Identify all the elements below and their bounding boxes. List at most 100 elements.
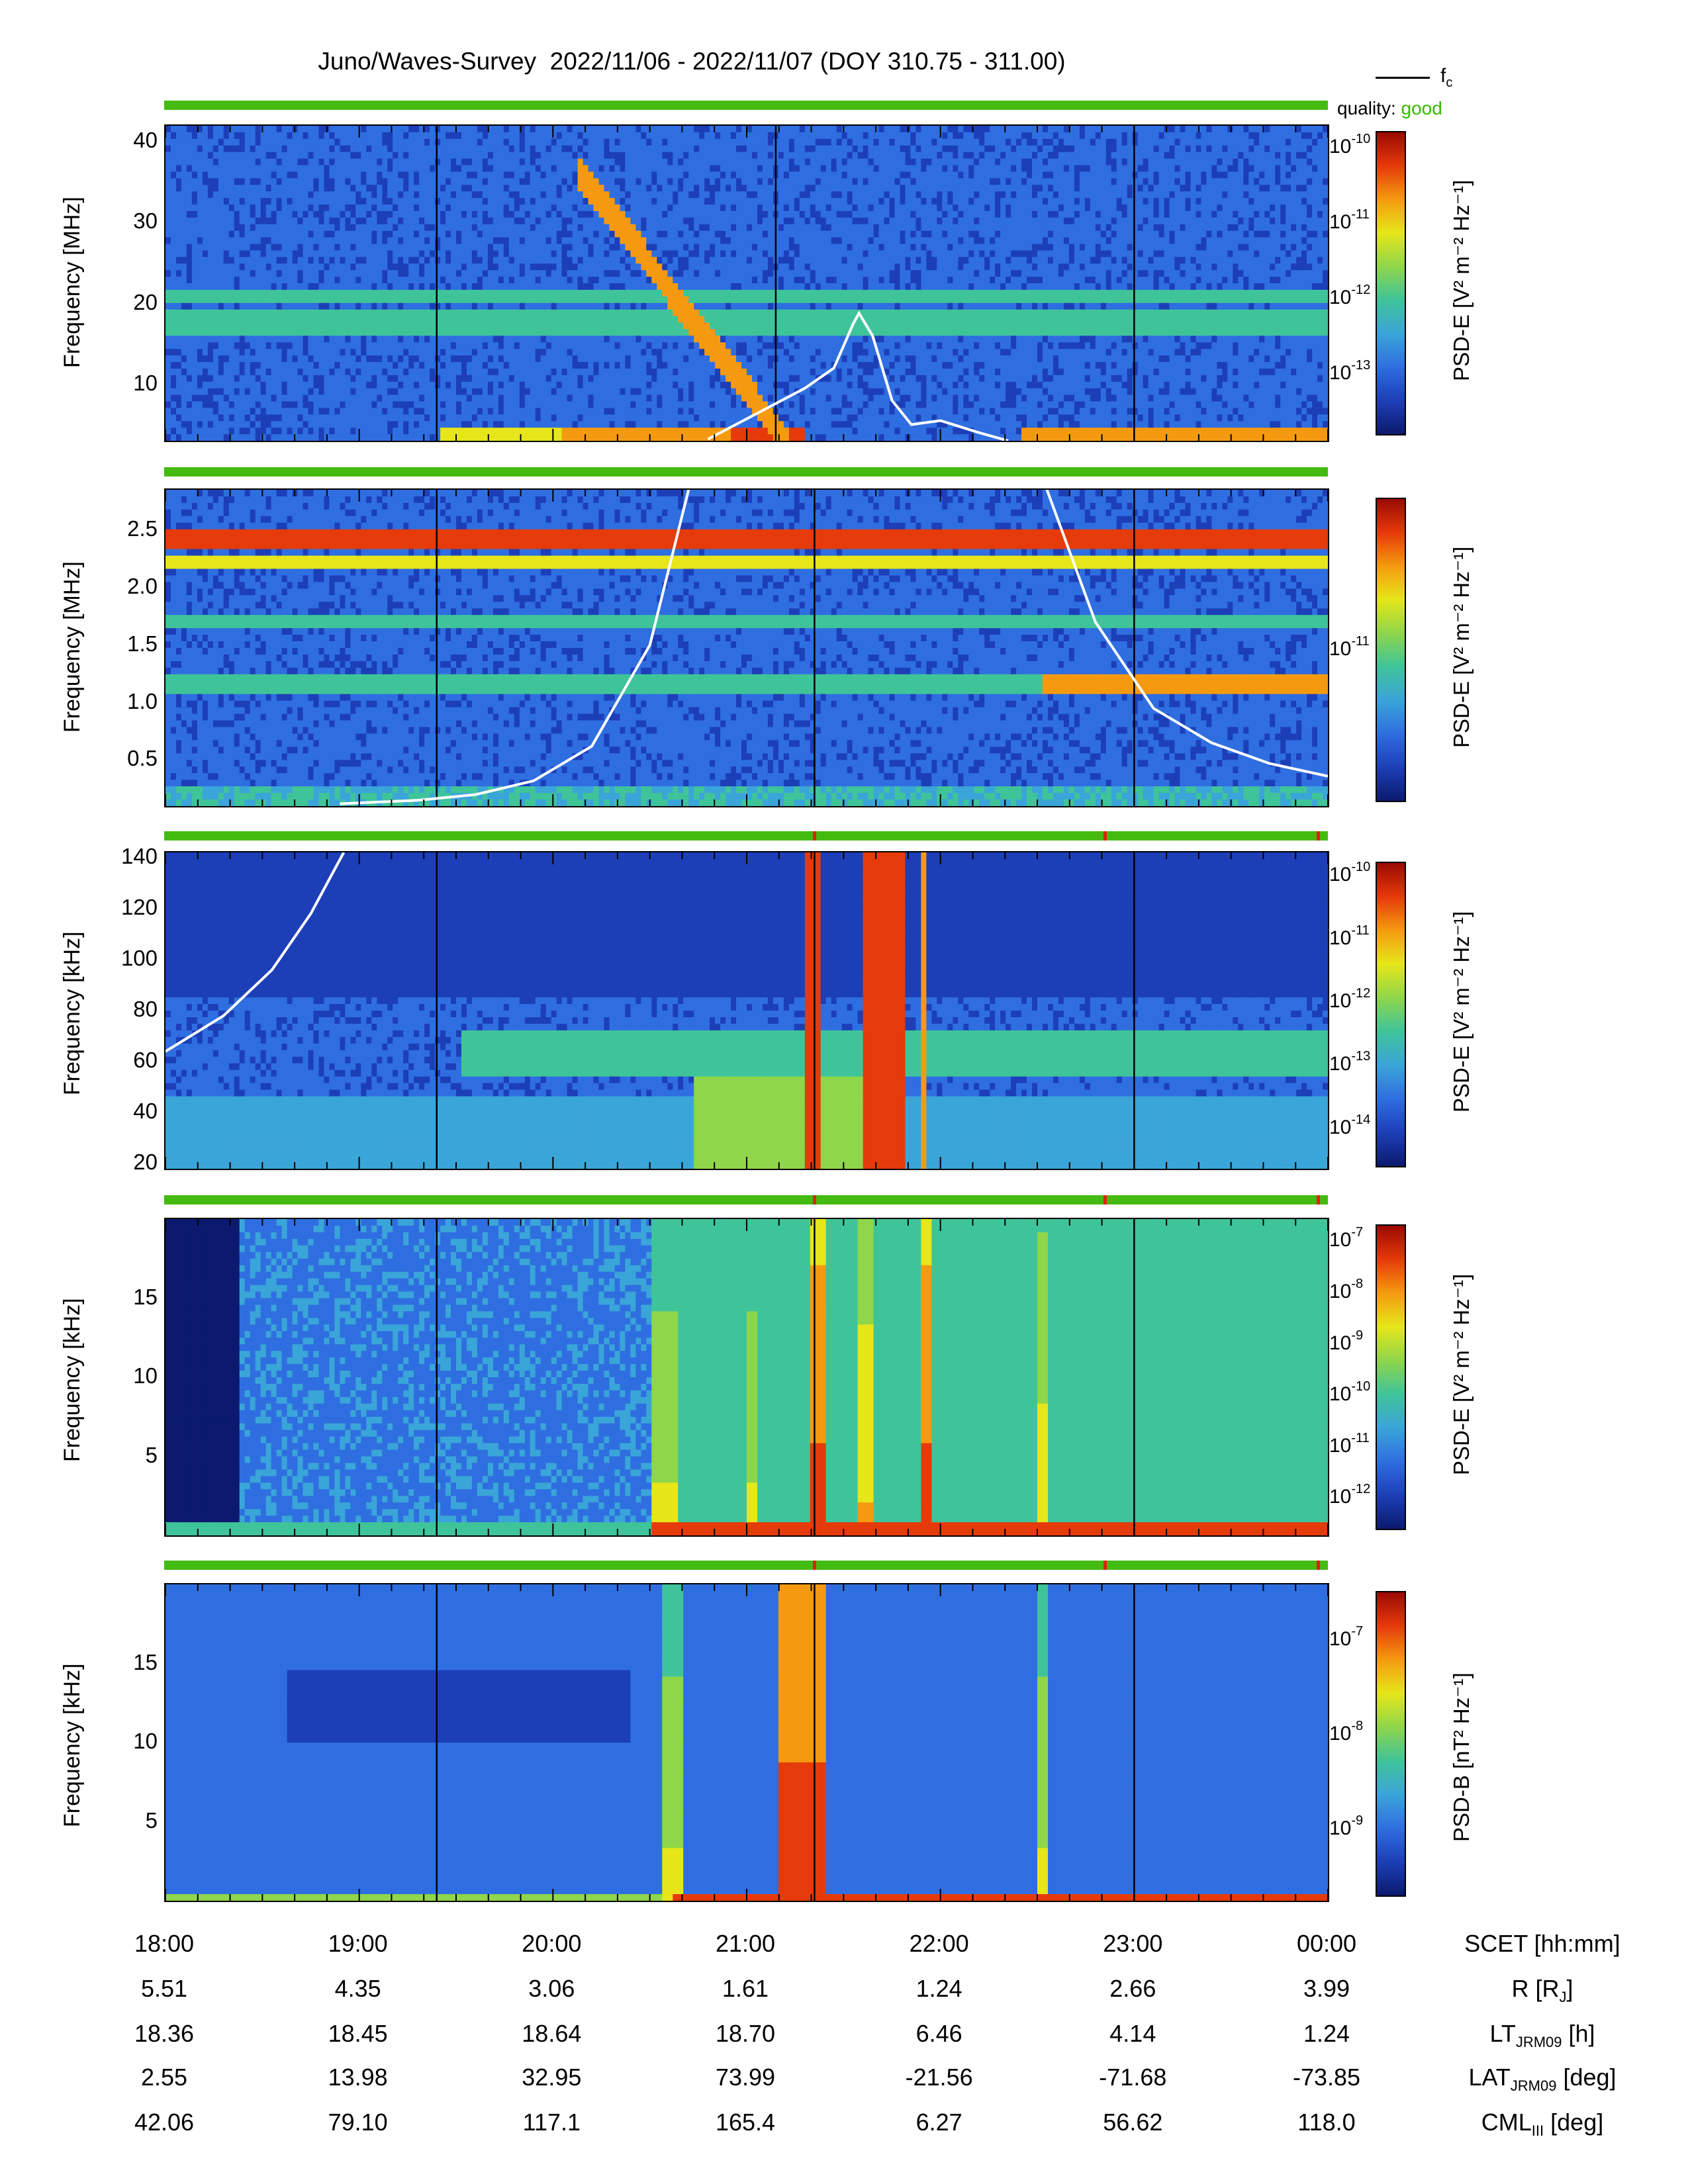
y-tick-label: 10 bbox=[105, 371, 158, 396]
x-axis-row-label: SCET [hh:mm] bbox=[1410, 1930, 1675, 1958]
colorbar-tick-label: 10-10 bbox=[1329, 860, 1370, 886]
x-axis-row: 2.55 13.98 32.95 73.99 -21.56 -71.68 -73.85 LAT… bbox=[0, 2064, 1688, 2095]
y-tick-label: 2.5 bbox=[105, 516, 158, 541]
y-tick-label: 15 bbox=[105, 1650, 158, 1675]
colorbar-tick-label: 10-13 bbox=[1329, 1049, 1370, 1075]
x-axis-value: 13.98 bbox=[292, 2064, 424, 2091]
x-axis-value: 3.99 bbox=[1260, 1975, 1393, 2003]
spectrogram-p4 bbox=[164, 1218, 1329, 1537]
quality-bad-mark bbox=[1317, 831, 1321, 841]
colorbar bbox=[1376, 1224, 1406, 1530]
x-axis-value: 1.24 bbox=[873, 1975, 1006, 2003]
y-axis-label: Frequency [kHz] bbox=[60, 931, 85, 1095]
x-axis-value: 117.1 bbox=[485, 2109, 618, 2136]
colorbar-label: PSD-E [V² m⁻² Hz⁻¹] bbox=[1448, 911, 1474, 1113]
x-axis-row-label: R [RJ] bbox=[1410, 1975, 1675, 2006]
y-tick-label: 100 bbox=[105, 946, 158, 971]
colorbar-tick-label: 10-10 bbox=[1329, 132, 1370, 158]
x-axis-value: 6.27 bbox=[873, 2109, 1006, 2136]
x-axis-value: 56.62 bbox=[1066, 2109, 1199, 2136]
quality-bar bbox=[164, 1561, 1328, 1570]
colorbar-label: PSD-B [nT² Hz⁻¹] bbox=[1448, 1672, 1474, 1842]
colorbar-tick-label: 10-12 bbox=[1329, 986, 1370, 1013]
y-tick-label: 0.5 bbox=[105, 746, 158, 771]
y-tick-label: 2.0 bbox=[105, 574, 158, 599]
y-tick-label: 120 bbox=[105, 895, 158, 920]
y-tick-label: 40 bbox=[105, 128, 158, 153]
x-axis-row-label: LTJRM09 [h] bbox=[1410, 2020, 1675, 2051]
quality-bad-mark bbox=[813, 831, 817, 841]
x-axis-value: 2.66 bbox=[1066, 1975, 1199, 2003]
colorbar-tick-label: 10-11 bbox=[1329, 207, 1370, 234]
y-tick-label: 10 bbox=[105, 1363, 158, 1388]
x-axis-value: -21.56 bbox=[873, 2064, 1006, 2091]
quality-bad-mark bbox=[813, 1561, 817, 1570]
quality-bar bbox=[164, 1195, 1328, 1205]
x-axis-value: 32.95 bbox=[485, 2064, 618, 2091]
colorbar bbox=[1376, 131, 1406, 435]
colorbar-tick-label: 10-14 bbox=[1329, 1113, 1370, 1139]
y-tick-label: 1.0 bbox=[105, 689, 158, 714]
colorbar-tick-label: 10-12 bbox=[1329, 283, 1370, 309]
x-axis-row: 42.06 79.10 117.1 165.4 6.27 56.62 118.0 CMLIII… bbox=[0, 2109, 1688, 2140]
y-tick-label: 30 bbox=[105, 208, 158, 234]
y-axis-label: Frequency [MHz] bbox=[60, 197, 85, 368]
y-tick-label: 20 bbox=[105, 290, 158, 315]
quality-legend: quality: good bbox=[1337, 98, 1442, 119]
x-axis-value: 42.06 bbox=[98, 2109, 230, 2136]
x-axis-row: 18:00 19:00 20:00 21:00 22:00 23:00 00:00 SCET … bbox=[0, 1930, 1688, 1962]
colorbar-tick-label: 10-11 bbox=[1329, 923, 1370, 950]
colorbar-label: PSD-E [V² m⁻² Hz⁻¹] bbox=[1448, 1274, 1474, 1475]
quality-bad-mark bbox=[1103, 1195, 1107, 1205]
y-tick-label: 60 bbox=[105, 1048, 158, 1073]
x-axis-value: -73.85 bbox=[1260, 2064, 1393, 2091]
colorbar-tick-label: 10-8 bbox=[1329, 1277, 1363, 1303]
x-axis-value: 2.55 bbox=[98, 2064, 230, 2091]
spectrogram-p3 bbox=[164, 851, 1329, 1170]
y-tick-label: 1.5 bbox=[105, 631, 158, 657]
x-axis-value: 18.36 bbox=[98, 2020, 230, 2048]
quality-bad-mark bbox=[1103, 831, 1107, 841]
colorbar-tick-label: 10-7 bbox=[1329, 1624, 1363, 1651]
colorbar bbox=[1376, 862, 1406, 1167]
x-axis-value: 1.61 bbox=[679, 1975, 812, 2003]
y-axis-label: Frequency [kHz] bbox=[60, 1298, 85, 1462]
y-tick-label: 40 bbox=[105, 1099, 158, 1124]
fc-curve bbox=[340, 490, 690, 805]
x-axis-value: 23:00 bbox=[1066, 1930, 1199, 1958]
colorbar-tick-label: 10-7 bbox=[1329, 1225, 1363, 1251]
x-axis-value: 18:00 bbox=[98, 1930, 230, 1958]
y-tick-label: 5 bbox=[105, 1808, 158, 1833]
x-axis-value: 73.99 bbox=[679, 2064, 812, 2091]
x-axis-value: 118.0 bbox=[1260, 2109, 1393, 2136]
x-axis-row: 5.51 4.35 3.06 1.61 1.24 2.66 3.99 R [RJ] bbox=[0, 1975, 1688, 2007]
colorbar-tick-label: 10-9 bbox=[1329, 1328, 1363, 1355]
spectrogram-p5 bbox=[164, 1583, 1329, 1902]
x-axis-value: 19:00 bbox=[292, 1930, 424, 1958]
fc-curve bbox=[1045, 490, 1328, 778]
colorbar bbox=[1376, 498, 1406, 802]
x-axis-value: -71.68 bbox=[1066, 2064, 1199, 2091]
fc-legend-line bbox=[1376, 77, 1430, 79]
x-axis-value: 3.06 bbox=[485, 1975, 618, 2003]
colorbar-tick-label: 10-12 bbox=[1329, 1482, 1370, 1508]
y-tick-label: 5 bbox=[105, 1443, 158, 1468]
fc-curve bbox=[165, 852, 346, 1053]
fc-legend-label: fc bbox=[1440, 65, 1452, 91]
x-axis-row-label: CMLIII [deg] bbox=[1410, 2109, 1675, 2140]
x-axis-value: 18.45 bbox=[292, 2020, 424, 2048]
x-axis-value: 5.51 bbox=[98, 1975, 230, 2003]
y-tick-label: 15 bbox=[105, 1285, 158, 1310]
spectrogram-p1 bbox=[164, 124, 1329, 442]
x-axis-value: 165.4 bbox=[679, 2109, 812, 2136]
chart-title: Juno/Waves-Survey 2022/11/06 - 2022/11/0… bbox=[0, 48, 1383, 75]
quality-bar bbox=[164, 467, 1328, 477]
y-axis-label: Frequency [kHz] bbox=[60, 1663, 85, 1827]
quality-bar bbox=[164, 101, 1328, 110]
x-axis-value: 20:00 bbox=[485, 1930, 618, 1958]
x-axis-value: 00:00 bbox=[1260, 1930, 1393, 1958]
quality-bad-mark bbox=[1317, 1195, 1321, 1205]
x-axis-value: 21:00 bbox=[679, 1930, 812, 1958]
x-axis-row-label: LATJRM09 [deg] bbox=[1410, 2064, 1675, 2095]
x-axis-value: 79.10 bbox=[292, 2109, 424, 2136]
